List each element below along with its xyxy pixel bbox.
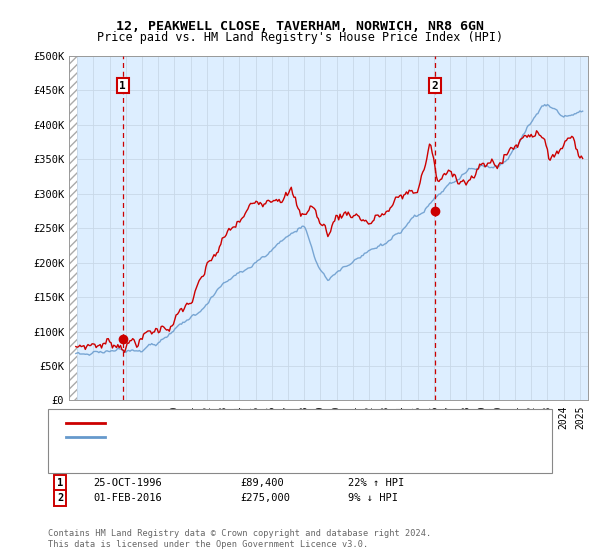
Text: Contains HM Land Registry data © Crown copyright and database right 2024.
This d: Contains HM Land Registry data © Crown c… (48, 529, 431, 549)
Text: 9% ↓ HPI: 9% ↓ HPI (348, 493, 398, 503)
Text: 2: 2 (57, 493, 63, 503)
Text: 12, PEAKWELL CLOSE, TAVERHAM, NORWICH, NR8 6GN (detached house): 12, PEAKWELL CLOSE, TAVERHAM, NORWICH, N… (111, 418, 481, 428)
Text: £89,400: £89,400 (240, 478, 284, 488)
Bar (69, 56, 77, 400)
Text: 01-FEB-2016: 01-FEB-2016 (93, 493, 162, 503)
Text: £275,000: £275,000 (240, 493, 290, 503)
Text: 1: 1 (119, 81, 126, 91)
Text: 12, PEAKWELL CLOSE, TAVERHAM, NORWICH, NR8 6GN: 12, PEAKWELL CLOSE, TAVERHAM, NORWICH, N… (116, 20, 484, 32)
Text: HPI: Average price, detached house, Broadland: HPI: Average price, detached house, Broa… (111, 432, 376, 442)
Text: Price paid vs. HM Land Registry's House Price Index (HPI): Price paid vs. HM Land Registry's House … (97, 31, 503, 44)
Text: 2: 2 (432, 81, 439, 91)
Text: 1: 1 (57, 478, 63, 488)
Text: 22% ↑ HPI: 22% ↑ HPI (348, 478, 404, 488)
Text: 25-OCT-1996: 25-OCT-1996 (93, 478, 162, 488)
